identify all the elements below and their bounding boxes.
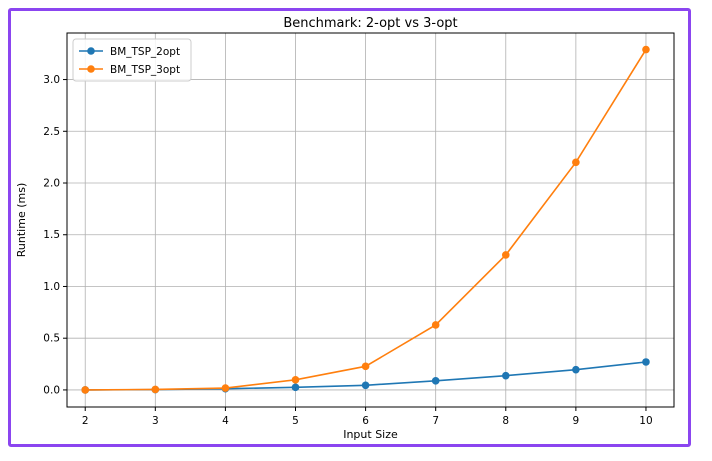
x-tick-label: 6 bbox=[362, 415, 369, 427]
x-tick-label: 4 bbox=[222, 415, 229, 427]
plot-area-border bbox=[66, 32, 675, 408]
x-tick-label: 8 bbox=[502, 415, 509, 427]
series-BM_TSP_3opt bbox=[81, 45, 650, 394]
line-chart: 2 3 4 5 6 7 8 9 10 0.0 0.5 1.0 1.5 2.0 2.5 3.0 Benchmar… bbox=[15, 16, 675, 441]
x-tick-label: 7 bbox=[432, 415, 439, 427]
x-tick-label: 2 bbox=[82, 415, 89, 427]
data-point bbox=[642, 45, 650, 54]
y-tick-label: 1.0 bbox=[43, 281, 60, 293]
data-point bbox=[501, 251, 510, 259]
x-tick-label: 3 bbox=[152, 415, 159, 427]
y-tick-label: 0.0 bbox=[43, 384, 60, 396]
data-point bbox=[431, 377, 440, 385]
data-point bbox=[81, 386, 90, 394]
data-point bbox=[572, 365, 580, 374]
data-point bbox=[221, 384, 230, 392]
x-tick-label: 5 bbox=[292, 415, 299, 427]
grid bbox=[67, 33, 674, 407]
x-axis-label: Input Size bbox=[343, 428, 398, 441]
series-layer bbox=[81, 45, 650, 394]
data-point bbox=[431, 321, 440, 329]
legend: BM_TSP_2opt BM_TSP_3opt bbox=[72, 38, 192, 82]
y-tick-label: 0.5 bbox=[43, 333, 60, 345]
data-point bbox=[501, 371, 510, 380]
x-tick-label: 9 bbox=[573, 415, 580, 427]
legend-marker bbox=[87, 47, 95, 55]
y-tick-label: 2.5 bbox=[43, 126, 60, 138]
y-tick-label: 2.0 bbox=[43, 178, 60, 190]
data-point bbox=[291, 383, 300, 392]
data-point bbox=[572, 158, 580, 167]
legend-box bbox=[72, 38, 192, 82]
data-point bbox=[642, 358, 650, 366]
figure-frame: 2 3 4 5 6 7 8 9 10 0.0 0.5 1.0 1.5 2.0 2.5 3.0 Benchmar… bbox=[8, 8, 691, 447]
legend-label: BM_TSP_3opt bbox=[110, 64, 180, 76]
legend-label: BM_TSP_2opt bbox=[110, 46, 180, 58]
data-point bbox=[361, 381, 370, 390]
data-point bbox=[361, 362, 370, 371]
y-axis-label: Runtime (ms) bbox=[15, 183, 28, 257]
y-tick-label: 1.5 bbox=[43, 229, 60, 241]
legend-marker bbox=[87, 65, 95, 73]
data-point bbox=[291, 375, 300, 384]
axes: 2 3 4 5 6 7 8 9 10 0.0 0.5 1.0 1.5 2.0 2.5 3.0 bbox=[43, 74, 652, 427]
x-tick-label: 10 bbox=[639, 415, 652, 427]
y-tick-label: 3.0 bbox=[43, 74, 60, 86]
chart-title: Benchmark: 2-opt vs 3-opt bbox=[283, 16, 457, 31]
data-point bbox=[151, 385, 160, 394]
